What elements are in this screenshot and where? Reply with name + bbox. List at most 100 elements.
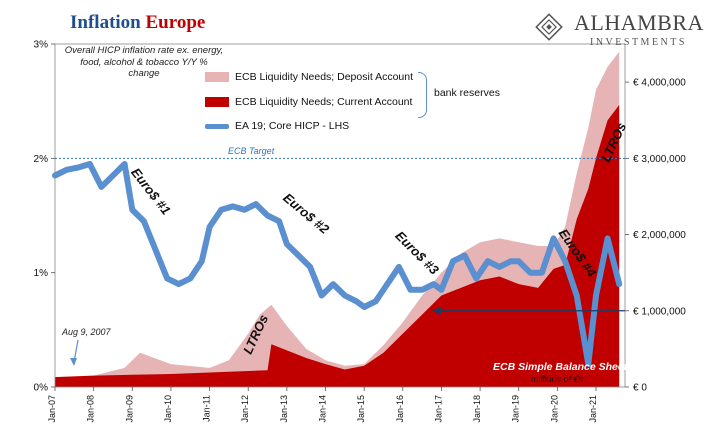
hicp-point (438, 287, 444, 293)
hicp-point (330, 281, 336, 287)
y-left-tick-label: 1% (34, 268, 49, 279)
y-right-tick-label: € 1,000,000 (633, 306, 686, 317)
hicp-point (98, 184, 104, 190)
hicp-point (153, 247, 158, 253)
x-tick-label: Jan-19 (511, 395, 521, 423)
hicp-line (52, 161, 623, 368)
hicp-point (408, 287, 413, 293)
title-part-1: Inflation (70, 12, 141, 33)
y-right-tick-label: € 3,000,000 (633, 154, 686, 165)
hicp-point (141, 218, 147, 224)
title-part-2: Europe (145, 12, 206, 33)
hicp-point (473, 275, 479, 281)
hicp-point (199, 258, 205, 264)
hicp-point (450, 258, 456, 264)
hicp-point (187, 275, 193, 281)
hicp-point (342, 293, 348, 298)
y-right-tick-label: € 0 (633, 383, 647, 394)
hicp-point (129, 207, 135, 213)
hicp-point (605, 235, 611, 241)
hicp-point (516, 258, 522, 264)
hicp-point (462, 253, 468, 258)
hicp-point (52, 173, 58, 178)
x-tick-label: Jan-18 (472, 395, 482, 423)
ecb-target-label: ECB Target (228, 146, 275, 156)
x-tick-label: Jan-14 (318, 395, 328, 423)
hicp-point (64, 167, 70, 173)
brand-subtitle: INVESTMENTS (590, 37, 687, 48)
hicp-point (241, 207, 247, 213)
x-tick-label: Jan-21 (588, 395, 598, 423)
legend-deposit-label: ECB Liquidity Needs; Deposit Account (235, 71, 414, 83)
x-tick-label: Jan-20 (549, 395, 559, 423)
hicp-point (616, 281, 622, 287)
chart-title: Inflation Europe (70, 12, 205, 34)
legend-hicp-label: EA 19; Core HICP - LHS (235, 120, 350, 132)
legend-hicp: EA 19; Core HICP - LHS (205, 119, 349, 133)
brand-logo: ALHAMBRA INVESTMENTS (528, 8, 703, 52)
hicp-point (176, 281, 182, 287)
x-tick-label: Jan-10 (163, 395, 173, 423)
x-tick-label: Jan-07 (47, 395, 57, 423)
hicp-point (253, 201, 259, 207)
y-left-tick-label: 2% (34, 154, 49, 165)
hicp-point (353, 298, 359, 304)
hicp-point (122, 161, 128, 167)
hicp-point (384, 281, 390, 287)
hicp-point (87, 161, 93, 167)
axes: 0% 1% 2% 3% € 0 € 1,000,000 € 2,000,000 € 3,000… (34, 40, 687, 423)
legend-deposit: ECB Liquidity Needs; Deposit Account (205, 70, 413, 84)
hicp-point (496, 264, 502, 270)
y-right-tick-label: € 4,000,000 (633, 78, 686, 89)
legend-current-swatch (205, 97, 229, 107)
x-tick-label: Jan-11 (202, 395, 212, 422)
hicp-point (373, 298, 379, 304)
area-series (55, 51, 620, 387)
hicp-point (508, 258, 514, 264)
aug9-label: Aug 9, 2007 (62, 327, 111, 337)
hicp-point (265, 213, 270, 218)
hicp-line-series (52, 161, 623, 368)
legend-hicp-swatch (205, 123, 229, 129)
hicp-point (307, 264, 313, 270)
x-tick-label: Jan-16 (395, 395, 405, 423)
y-left-tick-label: 3% (34, 40, 49, 51)
hicp-point (296, 253, 301, 258)
hicp-point (485, 258, 491, 264)
hicp-point (527, 270, 533, 276)
brand-name: ALHAMBRA (574, 10, 704, 35)
legend-deposit-swatch (205, 72, 229, 82)
hicp-point (284, 241, 290, 247)
legend-current-label: ECB Liquidity Needs; Current Account (235, 96, 413, 108)
aug9-arrowhead (70, 358, 77, 366)
hicp-point (585, 361, 591, 367)
hicp-point (361, 304, 367, 310)
hicp-point (539, 270, 545, 276)
hicp-point (396, 264, 402, 270)
millions-label: millions of €s (531, 374, 584, 384)
x-tick-label: Jan-15 (356, 395, 366, 423)
hicp-note: Overall HICP inflation rate ex. energy, … (64, 45, 224, 79)
hicp-point (164, 275, 170, 281)
hicp-point (276, 218, 282, 224)
hicp-point (562, 258, 568, 264)
hicp-point (75, 165, 81, 170)
simple-balance-sheet-label: ECB Simple Balance Sheet (493, 361, 628, 373)
annotation-arrows (70, 306, 625, 366)
y-right-tick-label: € 2,000,000 (633, 230, 686, 241)
hicp-point (419, 287, 425, 293)
diamond-logo-icon (535, 13, 563, 41)
x-tick-label: Jan-12 (240, 395, 250, 423)
x-tick-label: Jan-13 (279, 395, 289, 423)
hicp-point (207, 224, 213, 230)
legend-current: ECB Liquidity Needs; Current Account (205, 95, 412, 109)
current-account-area (55, 105, 620, 387)
y-left-tick-label: 0% (34, 383, 49, 394)
hicp-point (319, 293, 325, 298)
million-arrowhead (432, 306, 441, 315)
hicp-point (574, 293, 580, 298)
x-tick-label: Jan-08 (86, 395, 96, 423)
plot-border (54, 43, 626, 388)
hicp-point (218, 207, 224, 213)
